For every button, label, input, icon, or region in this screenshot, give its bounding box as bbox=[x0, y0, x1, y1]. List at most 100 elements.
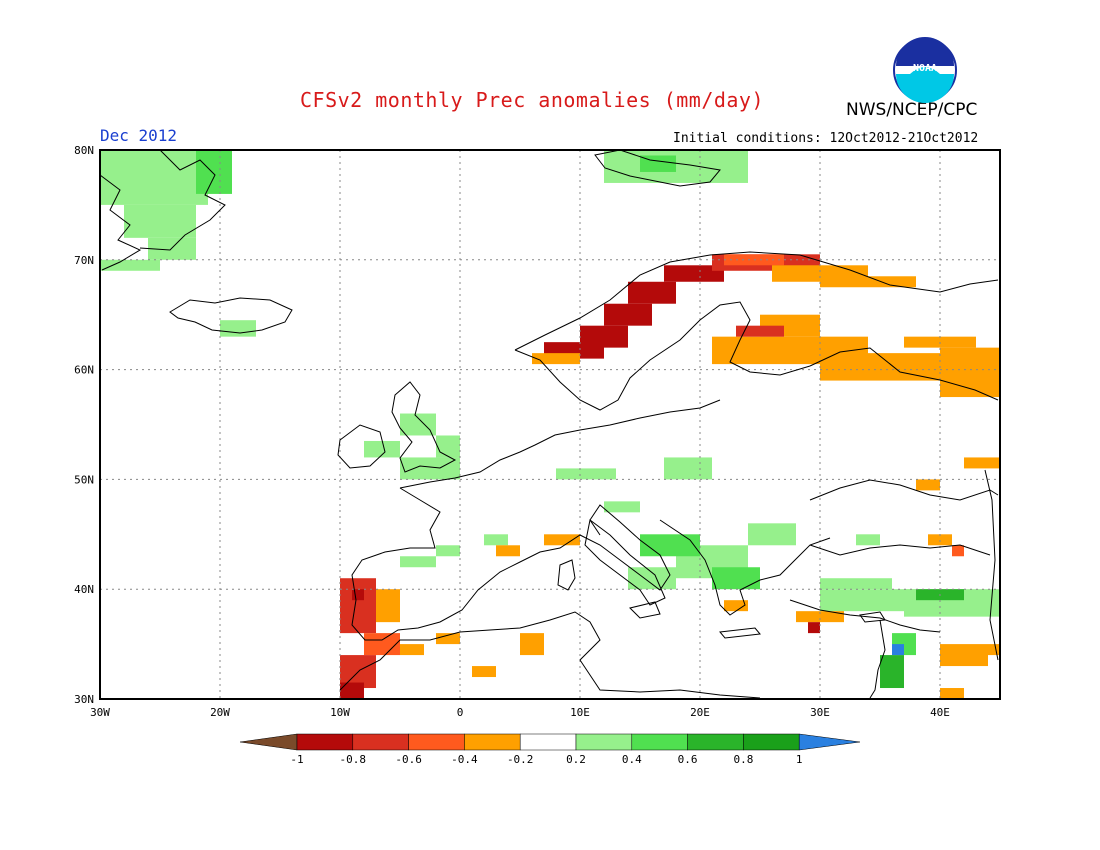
anomaly-cell bbox=[808, 622, 820, 634]
anomaly-cell bbox=[436, 545, 460, 557]
longitude-label: 0 bbox=[457, 706, 464, 719]
anomaly-cell bbox=[940, 347, 1000, 398]
latitude-labels: 80N 70N 60N 50N 40N 30N bbox=[74, 144, 94, 706]
colorbar-bin bbox=[687, 733, 744, 751]
anomaly-cell bbox=[436, 435, 460, 458]
anomaly-cell bbox=[400, 457, 460, 480]
anomaly-cell bbox=[100, 150, 208, 205]
anomaly-cell bbox=[148, 237, 196, 260]
latitude-label: 60N bbox=[74, 364, 94, 377]
colorbar: -1 -0.8 -0.6 -0.4 -0.2 0.2 0.4 0.6 0.8 1 bbox=[239, 733, 861, 766]
colorbar-bin bbox=[408, 733, 465, 751]
longitude-labels: 30W 20W 10W 0 10E 20E 30E 40E bbox=[90, 706, 950, 719]
anomaly-cell bbox=[352, 589, 364, 601]
longitude-label: 10E bbox=[570, 706, 590, 719]
anomaly-cell bbox=[712, 567, 760, 590]
anomaly-cell bbox=[820, 578, 892, 590]
anomaly-cell bbox=[364, 440, 400, 458]
anomaly-cell bbox=[928, 534, 952, 546]
anomaly-cell bbox=[952, 545, 964, 557]
latitude-label: 80N bbox=[74, 144, 94, 157]
map-frame bbox=[99, 149, 1001, 700]
anomaly-cell bbox=[724, 600, 748, 612]
anomaly-cell bbox=[196, 150, 232, 194]
agency-label: NWS/NCEP/CPC bbox=[846, 100, 978, 120]
colorbar-label: 0.4 bbox=[622, 753, 642, 766]
anomaly-cell bbox=[520, 633, 544, 656]
colorbar-label: 0.6 bbox=[678, 753, 698, 766]
anomaly-cell bbox=[736, 325, 784, 337]
anomaly-cell bbox=[532, 353, 580, 365]
colorbar-label: 0.2 bbox=[566, 753, 586, 766]
anomaly-cell bbox=[988, 644, 1000, 656]
anomaly-cell bbox=[628, 281, 676, 304]
longitude-label: 30E bbox=[810, 706, 830, 719]
anomaly-cell bbox=[796, 611, 844, 623]
anomaly-cell bbox=[124, 204, 196, 238]
anomaly-cell bbox=[880, 655, 904, 689]
colorbar-bin bbox=[575, 733, 633, 751]
latitude-label: 40N bbox=[74, 583, 94, 596]
anomaly-cell bbox=[892, 644, 904, 656]
anomaly-cell bbox=[220, 320, 256, 337]
anomaly-cell bbox=[640, 534, 700, 557]
anomaly-cell bbox=[400, 556, 436, 568]
colorbar-min-arrow bbox=[239, 733, 298, 751]
anomaly-cell bbox=[748, 523, 796, 546]
colorbar-max-arrow bbox=[798, 733, 861, 751]
colorbar-label: -0.6 bbox=[395, 753, 422, 766]
longitude-label: 10W bbox=[330, 706, 350, 719]
longitude-label: 30W bbox=[90, 706, 110, 719]
anomaly-cell bbox=[400, 644, 424, 656]
map-gridlines bbox=[100, 150, 1000, 699]
colorbar-label: -1 bbox=[290, 753, 303, 766]
colorbar-bin bbox=[296, 733, 354, 751]
latitude-label: 30N bbox=[74, 693, 94, 706]
colorbar-label: -0.4 bbox=[451, 753, 478, 766]
anomaly-cell bbox=[484, 534, 508, 546]
colorbar-bin bbox=[464, 733, 521, 751]
anomaly-cell bbox=[580, 325, 628, 348]
initial-conditions: Initial conditions: 12Oct2012-21Oct2012 bbox=[673, 131, 979, 146]
colorbar-label: -0.8 bbox=[340, 753, 367, 766]
anomaly-cell bbox=[940, 644, 988, 667]
chart-title: CFSv2 monthly Prec anomalies (mm/day) bbox=[300, 88, 765, 112]
forecast-month: Dec 2012 bbox=[100, 126, 178, 145]
noaa-logo-text: NOAA bbox=[913, 63, 937, 74]
anomaly-cell bbox=[340, 682, 364, 699]
colorbar-bin bbox=[352, 733, 409, 751]
anomaly-cell bbox=[340, 578, 376, 634]
anomaly-cell bbox=[940, 688, 964, 699]
colorbar-label: 1 bbox=[796, 753, 803, 766]
anomaly-cell bbox=[400, 413, 436, 436]
anomaly-cell bbox=[496, 545, 520, 557]
colorbar-bin bbox=[743, 733, 800, 751]
anomaly-cell bbox=[556, 468, 616, 480]
longitude-label: 40E bbox=[930, 706, 950, 719]
anomaly-cell bbox=[472, 666, 496, 678]
anomaly-cell bbox=[100, 259, 160, 271]
colorbar-label: 0.8 bbox=[733, 753, 753, 766]
colorbar-label: -0.2 bbox=[507, 753, 534, 766]
noaa-logo: NOAA bbox=[893, 37, 957, 103]
anomaly-cell bbox=[664, 457, 712, 480]
anomaly-cell bbox=[544, 534, 580, 546]
latitude-label: 50N bbox=[74, 473, 94, 486]
latitude-label: 70N bbox=[74, 254, 94, 267]
longitude-label: 20W bbox=[210, 706, 230, 719]
anomaly-cell bbox=[376, 589, 400, 623]
anomaly-cell bbox=[604, 303, 652, 326]
anomaly-cell bbox=[436, 633, 460, 645]
anomaly-cell bbox=[856, 534, 880, 546]
anomaly-cell bbox=[364, 633, 400, 656]
anomaly-cell bbox=[916, 479, 940, 491]
anomaly-cell bbox=[820, 276, 916, 288]
colorbar-bin bbox=[519, 733, 577, 751]
anomaly-cell bbox=[964, 457, 1000, 469]
anomaly-cell bbox=[664, 265, 724, 282]
coastlines bbox=[99, 149, 999, 699]
colorbar-bin bbox=[631, 733, 688, 751]
longitude-label: 20E bbox=[690, 706, 710, 719]
anomaly-cell bbox=[604, 501, 640, 513]
